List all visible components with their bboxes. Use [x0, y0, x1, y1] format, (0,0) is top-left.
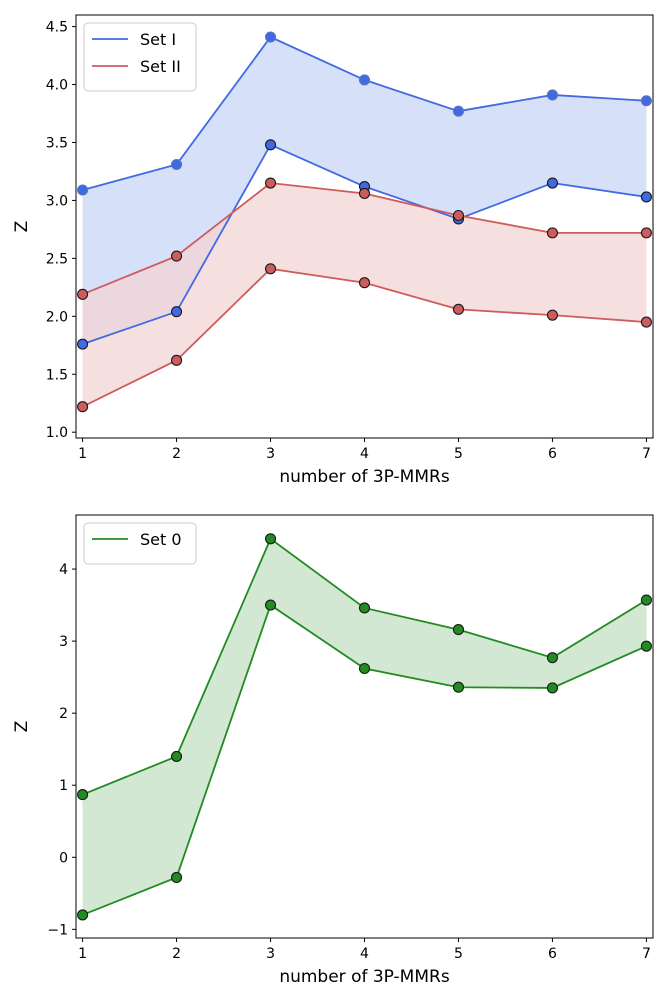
- bottom-chart: 1 2 3 4 5 6 7 −1 0 1 2 3 4 number of 3P-MMRs Z Set 0: [12, 514, 654, 987]
- legend-box: [83, 522, 197, 565]
- marker-set-0-lower-6: [546, 682, 559, 694]
- legend-label-set-ii: Set II: [140, 57, 181, 76]
- y-tick-label-0: 1.0: [46, 425, 68, 441]
- marker-set-0-lower-2: [171, 871, 183, 884]
- x-tick-label-4: 4: [360, 446, 369, 462]
- marker-set-ii-upper-6: [546, 227, 559, 239]
- marker-set-ii-upper-3: [264, 177, 277, 189]
- x-tick-label-1: 1: [78, 446, 87, 462]
- marker-set-ii-upper-1: [77, 288, 89, 300]
- legend-label-set-i: Set I: [140, 30, 176, 49]
- legend-label-set-0: Set 0: [140, 530, 182, 549]
- x-tick-label-5: 5: [454, 446, 463, 462]
- band-set-0: [82, 538, 647, 915]
- legend: Set I Set II: [83, 22, 197, 92]
- marker-set-0-upper-4: [358, 602, 371, 614]
- x-tick-label-6: 6: [548, 446, 557, 462]
- marker-set-i-upper-3: [264, 31, 277, 43]
- x-tick-label-7: 7: [642, 446, 651, 462]
- marker-set-i-lower-2: [171, 306, 183, 318]
- y-tick-label-1: 0: [59, 850, 68, 866]
- marker-set-0-upper-7: [640, 594, 652, 606]
- marker-set-0-upper-5: [452, 624, 465, 636]
- y-tick-label-3: 2.5: [46, 251, 68, 267]
- marker-set-0-lower-7: [640, 640, 652, 652]
- band-set-ii: [82, 183, 647, 407]
- y-tick-label-0: −1: [47, 922, 68, 938]
- y-axis-label: Z: [12, 221, 32, 233]
- x-tick-label-3: 3: [266, 446, 275, 462]
- marker-set-ii-lower-7: [640, 316, 652, 328]
- marker-set-ii-lower-2: [171, 354, 183, 366]
- y-tick-label-1: 1.5: [46, 367, 68, 383]
- marker-set-0-upper-1: [77, 789, 89, 801]
- marker-set-ii-upper-2: [171, 250, 183, 262]
- marker-set-0-lower-5: [452, 681, 465, 693]
- marker-set-i-upper-4: [358, 74, 371, 86]
- marker-set-0-lower-3: [264, 599, 277, 611]
- marker-set-0-upper-2: [171, 750, 183, 762]
- x-tick-label-4: 4: [360, 946, 369, 962]
- y-axis-label: Z: [12, 721, 32, 733]
- marker-set-ii-lower-1: [77, 401, 89, 413]
- x-tick-label-2: 2: [172, 946, 181, 962]
- x-tick-label-1: 1: [78, 946, 87, 962]
- x-axis-label: number of 3P-MMRs: [279, 467, 450, 487]
- marker-set-ii-upper-5: [452, 209, 465, 222]
- y-tick-label-4: 3: [59, 634, 68, 650]
- y-tick-label-5: 3.5: [46, 135, 68, 151]
- marker-set-ii-lower-4: [358, 277, 371, 289]
- marker-set-0-lower-4: [358, 662, 371, 675]
- x-tick-label-7: 7: [642, 946, 651, 962]
- legend-box: [83, 22, 197, 92]
- marker-set-0-upper-3: [264, 533, 277, 545]
- y-tick-label-7: 4.5: [46, 20, 68, 36]
- x-tick-label-5: 5: [454, 946, 463, 962]
- x-axis-label: number of 3P-MMRs: [279, 967, 450, 987]
- y-tick-label-3: 2: [59, 706, 68, 722]
- marker-set-ii-upper-7: [640, 227, 652, 239]
- x-tick-label-2: 2: [172, 446, 181, 462]
- marker-set-i-lower-1: [77, 338, 89, 350]
- x-tick-label-3: 3: [266, 946, 275, 962]
- band-set-i: [82, 37, 647, 345]
- marker-set-0-upper-6: [546, 652, 559, 664]
- y-tick-label-6: 4.0: [46, 78, 68, 94]
- marker-set-i-upper-1: [77, 184, 89, 196]
- marker-set-i-upper-5: [452, 105, 465, 117]
- x-tick-label-6: 6: [548, 946, 557, 962]
- y-tick-label-2: 2.0: [46, 309, 68, 325]
- marker-set-i-upper-7: [640, 95, 652, 107]
- marker-set-ii-lower-3: [264, 263, 277, 275]
- marker-set-i-lower-6: [546, 177, 559, 189]
- marker-set-ii-lower-6: [546, 309, 559, 321]
- y-tick-label-5: 4: [59, 562, 68, 578]
- y-tick-label-4: 3.0: [46, 193, 68, 209]
- y-tick-label-2: 1: [59, 778, 68, 794]
- marker-set-i-lower-3: [264, 139, 277, 151]
- marker-set-0-lower-1: [77, 909, 89, 921]
- marker-set-i-lower-7: [640, 191, 652, 203]
- marker-set-i-upper-2: [171, 158, 183, 171]
- marker-set-ii-upper-4: [358, 187, 371, 200]
- legend: Set 0: [83, 522, 197, 565]
- top-chart: 1 2 3 4 5 6 7 1.0 1.5 2.0 2.5 3.0 3.5 4.0 4.5 number of…: [12, 14, 654, 487]
- marker-set-i-upper-6: [546, 89, 559, 101]
- marker-set-ii-lower-5: [452, 303, 465, 315]
